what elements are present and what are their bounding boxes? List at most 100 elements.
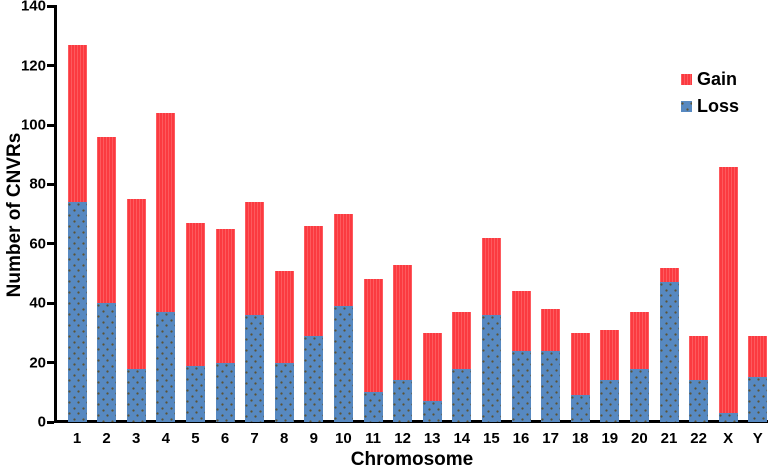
bar-chr-16 [511, 291, 531, 422]
bar-chr-16-loss-segment [511, 350, 531, 422]
xtick-label-9: 9 [309, 430, 318, 447]
xtick-label-20: 20 [631, 430, 648, 447]
bar-chr-15-gain-segment [481, 237, 501, 316]
bar-chr-2 [97, 136, 117, 422]
xtick-label-15: 15 [483, 430, 500, 447]
bar-chr-19-gain-segment [600, 329, 620, 381]
ytick-mark-80 [47, 182, 54, 186]
xtick-label-17: 17 [542, 430, 559, 447]
bar-chr-8 [274, 270, 294, 422]
bar-chr-3-gain-segment [126, 199, 146, 369]
bar-chr-12 [393, 264, 413, 422]
xtick-label-2: 2 [102, 430, 111, 447]
bar-chr-Y [748, 335, 768, 422]
bar-chr-Y-gain-segment [748, 335, 768, 378]
bar-chr-10 [333, 214, 353, 422]
bar-chr-9 [304, 225, 324, 422]
bar-chr-2-loss-segment [97, 303, 117, 422]
xtick-label-21: 21 [660, 430, 678, 447]
xtick-label-11: 11 [365, 430, 381, 447]
xtick-label-19: 19 [601, 430, 619, 447]
legend-loss-label: Loss [697, 96, 740, 116]
bar-chr-X-gain-segment [718, 166, 738, 414]
bar-chr-22-gain-segment [689, 335, 709, 381]
xtick-label-7: 7 [250, 430, 259, 447]
ytick-label-120: 120 [20, 57, 46, 75]
bar-chr-20-gain-segment [629, 312, 649, 369]
bar-chr-19-loss-segment [600, 380, 620, 422]
xtick-label-10: 10 [335, 430, 352, 447]
bar-chr-6 [215, 228, 235, 422]
ytick-label-80: 80 [29, 175, 46, 193]
bar-chr-X-loss-segment [718, 413, 738, 422]
ytick-label-20: 20 [29, 354, 46, 372]
xtick-label-3: 3 [132, 430, 141, 447]
bar-chr-12-loss-segment [393, 380, 413, 422]
bar-chr-11 [363, 279, 383, 422]
xtick-label-5: 5 [191, 430, 200, 447]
bar-chr-6-gain-segment [215, 228, 235, 363]
bar-chr-4-gain-segment [156, 113, 176, 313]
ytick-mark-60 [47, 242, 54, 246]
bar-chr-18-loss-segment [570, 395, 590, 422]
bar-chr-1-gain-segment [67, 44, 87, 203]
ytick-label-140: 140 [20, 0, 46, 15]
x-axis-title: Chromosome [350, 449, 474, 470]
ytick-mark-20 [47, 361, 54, 365]
xtick-label-16: 16 [512, 430, 530, 447]
bar-chr-22-loss-segment [689, 380, 709, 422]
bar-chr-15 [481, 237, 501, 422]
xtick-label-X: X [723, 430, 734, 447]
ytick-mark-40 [47, 301, 54, 305]
ytick-mark-140 [47, 4, 54, 8]
bar-chr-10-gain-segment [333, 214, 353, 307]
bar-chr-8-loss-segment [274, 362, 294, 422]
bar-chr-19 [600, 329, 620, 422]
bar-chr-5-gain-segment [185, 223, 205, 366]
bar-chr-3 [126, 199, 146, 422]
ytick-mark-100 [47, 123, 54, 127]
bar-chr-22 [689, 335, 709, 422]
bar-chr-21 [659, 267, 679, 422]
bar-chr-7 [245, 202, 265, 422]
bar-chr-20 [629, 312, 649, 422]
bar-chr-9-gain-segment [304, 225, 324, 336]
bar-chr-1-loss-segment [67, 202, 87, 422]
xtick-label-13: 13 [423, 430, 441, 447]
bar-chr-13-loss-segment [422, 401, 442, 422]
bar-chr-21-loss-segment [659, 282, 679, 422]
bar-chr-7-gain-segment [245, 202, 265, 316]
bar-chr-17-gain-segment [541, 309, 561, 351]
bar-chr-10-loss-segment [333, 306, 353, 422]
xtick-label-22: 22 [690, 430, 707, 447]
bar-chr-7-loss-segment [245, 315, 265, 422]
ytick-mark-120 [47, 64, 54, 68]
bar-chr-9-loss-segment [304, 335, 324, 422]
xtick-label-1: 1 [72, 430, 82, 447]
bar-chr-15-loss-segment [481, 315, 501, 422]
bar-chr-21-gain-segment [659, 267, 679, 283]
bar-chr-1 [67, 44, 87, 422]
xtick-label-12: 12 [394, 430, 411, 447]
legend-gain-label: Gain [697, 69, 738, 89]
bar-chr-Y-loss-segment [748, 377, 768, 422]
legend-item-loss: Loss [681, 97, 739, 115]
bar-chr-18 [570, 332, 590, 422]
y-axis-title: Number of CNVRs [4, 132, 25, 298]
bar-chr-6-loss-segment [215, 362, 235, 422]
xtick-label-4: 4 [161, 430, 170, 447]
bar-chr-13 [422, 332, 442, 422]
bar-chr-17-loss-segment [541, 350, 561, 422]
ytick-label-100: 100 [20, 116, 46, 134]
bar-chr-4 [156, 113, 176, 422]
bar-chr-14-loss-segment [452, 368, 472, 422]
ytick-label-40: 40 [29, 294, 46, 312]
bar-chr-17 [541, 309, 561, 422]
xtick-label-14: 14 [453, 430, 471, 447]
bar-chr-4-loss-segment [156, 312, 176, 422]
y-axis-line [54, 5, 57, 423]
bar-chr-3-loss-segment [126, 368, 146, 422]
xtick-label-Y: Y [752, 430, 763, 447]
ytick-label-0: 0 [37, 413, 46, 431]
